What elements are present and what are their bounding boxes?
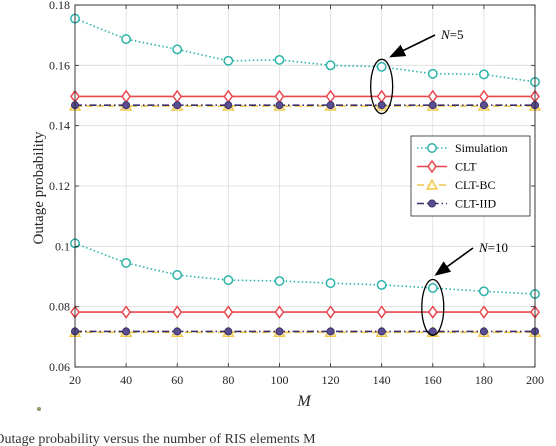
- point-clt-group-1-x140: [376, 89, 387, 104]
- annotation-label-1-variable: N: [440, 27, 451, 42]
- x-tick-label-80: 80: [222, 373, 234, 387]
- annotations: N=5N=10: [370, 27, 508, 336]
- point-simulation-group-1-x140: [376, 61, 387, 72]
- series-line-simulation-group-2: [74, 242, 536, 295]
- annotation-label-2-variable: N: [478, 240, 489, 255]
- figure-caption: 4: Outage probability versus the number …: [0, 432, 316, 446]
- point-clt-group-1-x80: [223, 89, 234, 104]
- point-clt-group-2-x160: [427, 305, 438, 319]
- legend: Simulation CLT CLT-BC CLT-IID: [410, 135, 531, 217]
- legend-marker-clt: [427, 159, 437, 174]
- point-simulation-group-2-x60: [172, 270, 183, 280]
- legend-label-clt-bc: CLT-BC: [455, 178, 495, 192]
- caption-bullet: [37, 407, 41, 411]
- legend-marker-clt-iid: [428, 199, 436, 208]
- point-clt-group-1-x180: [478, 89, 489, 104]
- point-simulation-group-1-x40: [121, 34, 132, 45]
- point-simulation-group-1-x100: [274, 54, 285, 65]
- point-clt-group-1-x60: [172, 89, 183, 104]
- x-tick-label-200: 200: [526, 373, 544, 387]
- x-tick-label-100: 100: [270, 373, 288, 387]
- x-tick-label-40: 40: [120, 373, 132, 387]
- x-tick-label-140: 140: [373, 373, 391, 387]
- point-clt-group-2-x180: [478, 305, 489, 319]
- annotation-label-1: N=5: [440, 27, 464, 42]
- legend-label-simulation: Simulation: [455, 141, 508, 155]
- point-clt-group-2-x100: [274, 305, 285, 319]
- point-clt-iid-group-1-x40: [122, 101, 131, 110]
- annotation-arrow-1: [389, 34, 436, 58]
- annotation-ellipse-2: [421, 278, 445, 336]
- y-tick-label-0.1: 0.1: [55, 239, 70, 253]
- point-clt-group-1-x120: [325, 89, 336, 104]
- x-tick-label-60: 60: [171, 373, 183, 387]
- legend-marker-clt-bc: [425, 178, 439, 190]
- point-simulation-group-2-x120: [325, 278, 336, 289]
- y-tick-label-0.12: 0.12: [49, 179, 70, 193]
- point-clt-iid-group-1-x120: [326, 101, 335, 110]
- annotation-ellipse-1: [370, 58, 394, 115]
- point-clt-iid-group-1-x100: [275, 101, 284, 110]
- point-clt-group-2-x60: [172, 305, 183, 319]
- point-clt-iid-group-2-x120: [326, 327, 335, 336]
- point-simulation-group-1-x180: [478, 69, 489, 80]
- y-tick-label-0.18: 0.18: [49, 0, 70, 12]
- point-clt-group-2-x120: [325, 305, 336, 319]
- point-clt-iid-group-2-x180: [479, 327, 488, 336]
- x-axis-label: M: [296, 393, 312, 410]
- point-simulation-group-2-x40: [121, 257, 132, 268]
- point-simulation-group-2-x160: [427, 283, 438, 293]
- point-clt-iid-group-1-x180: [479, 101, 488, 110]
- point-clt-iid-group-1-x80: [224, 101, 233, 110]
- y-tick-label-0.08: 0.08: [49, 300, 70, 314]
- point-clt-iid-group-2-x40: [122, 327, 131, 336]
- legend-label-clt-iid: CLT-IID: [455, 197, 496, 211]
- y-tick-label-0.16: 0.16: [49, 58, 70, 72]
- y-axis-label: Outage probability: [31, 131, 47, 244]
- point-clt-iid-group-2-x160: [428, 327, 437, 336]
- y-tick-label-0.14: 0.14: [49, 119, 70, 133]
- point-simulation-group-2-x80: [223, 275, 234, 286]
- annotation-label-2-value: =10: [488, 240, 508, 255]
- point-clt-iid-group-2-x100: [275, 327, 284, 336]
- point-simulation-group-2-x100: [274, 276, 285, 286]
- x-tick-label-120: 120: [322, 373, 340, 387]
- axes: 20 40 60 80 100 120 140 160 180 200 0.06 0.08 0.1 0.1…: [49, 0, 544, 387]
- point-clt-iid-group-1-x60: [173, 101, 182, 110]
- point-clt-group-1-x40: [121, 89, 132, 104]
- point-clt-group-2-x40: [121, 305, 132, 319]
- point-clt-group-1-x160: [427, 89, 438, 104]
- point-clt-iid-group-2-x80: [224, 327, 233, 336]
- annotation-label-2: N=10: [478, 240, 508, 255]
- point-clt-group-2-x140: [376, 305, 387, 319]
- series-line-simulation-group-1: [74, 17, 536, 83]
- x-tick-label-180: 180: [475, 373, 493, 387]
- point-clt-iid-group-2-x60: [173, 327, 182, 336]
- legend-marker-simulation: [427, 143, 437, 153]
- point-clt-iid-group-2-x140: [377, 327, 386, 336]
- point-simulation-group-1-x120: [325, 60, 336, 71]
- point-simulation-group-1-x80: [223, 55, 234, 66]
- annotation-label-1-value: =5: [450, 27, 464, 42]
- x-tick-label-160: 160: [424, 373, 442, 387]
- point-clt-group-2-x80: [223, 305, 234, 319]
- annotation-arrow-2: [434, 247, 474, 276]
- point-simulation-group-2-x180: [478, 286, 489, 297]
- point-simulation-group-1-x60: [172, 44, 183, 55]
- point-clt-iid-group-1-x160: [428, 101, 437, 110]
- point-simulation-group-2-x140: [376, 279, 387, 290]
- point-clt-group-1-x100: [274, 89, 285, 104]
- point-simulation-group-1-x160: [427, 68, 438, 79]
- x-tick-label-20: 20: [69, 373, 81, 387]
- legend-label-clt: CLT: [455, 160, 477, 174]
- y-tick-label-0.06: 0.06: [49, 360, 70, 374]
- point-clt-iid-group-1-x140: [377, 101, 386, 110]
